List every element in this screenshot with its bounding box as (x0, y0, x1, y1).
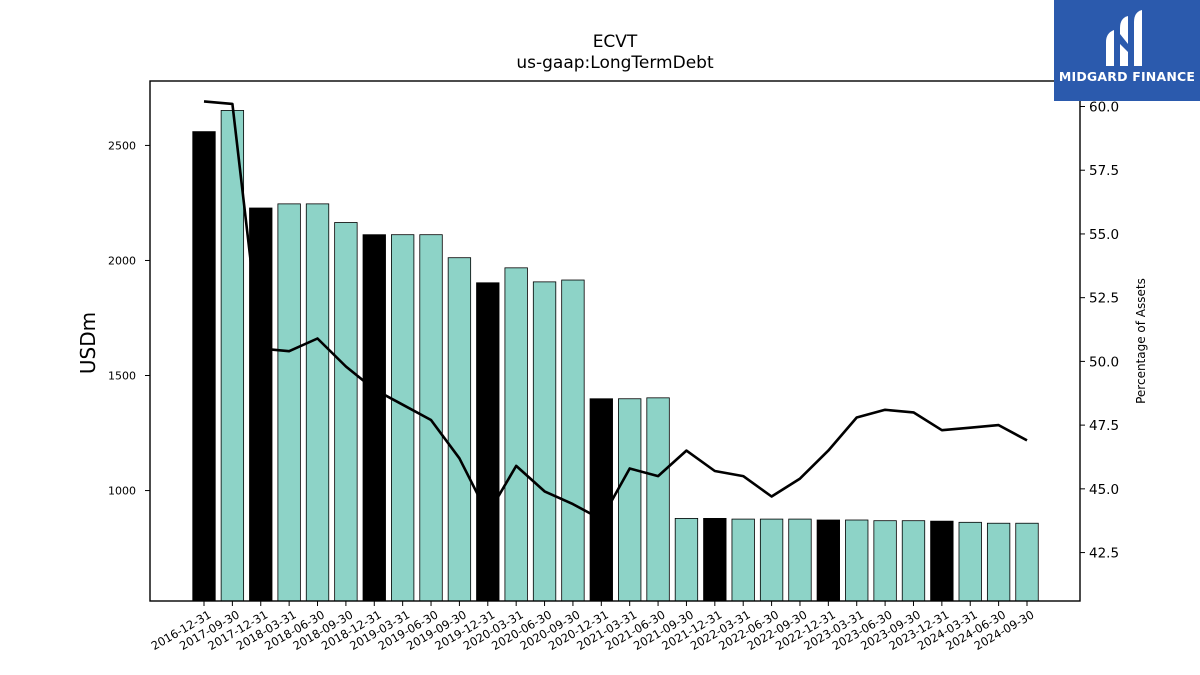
bar-2020-09-30 (561, 279, 585, 602)
bar-2017-12-31 (249, 207, 273, 602)
bar-2018-12-31 (362, 234, 386, 602)
bar-2023-06-30 (873, 520, 897, 602)
bar-2024-06-30 (986, 522, 1011, 602)
y2-tick-label-50.0: 50.0 (1089, 354, 1119, 370)
percentage-of-assets-line (203, 100, 1028, 521)
bar-2020-06-30 (532, 281, 557, 602)
bar-2019-09-30 (447, 257, 472, 602)
bar-2018-03-31 (277, 203, 301, 602)
bar-2018-09-30 (334, 222, 358, 602)
bar-2020-12-31 (589, 398, 613, 602)
bar-2021-12-31 (703, 517, 727, 602)
y-tick-label-2500: 2500 (108, 139, 136, 152)
bar-2019-03-31 (391, 234, 415, 602)
y-tick-label-1000: 1000 (108, 485, 136, 498)
y2-tick-label-57.5: 57.5 (1089, 163, 1119, 179)
bar-2023-12-31 (930, 520, 954, 602)
chart-subtitle: us-gaap:LongTermDebt (516, 53, 714, 73)
y-tick-label-2000: 2000 (108, 254, 136, 267)
bar-2021-03-31 (618, 398, 642, 602)
plot-frame (149, 80, 1081, 602)
bar-2022-09-30 (788, 518, 812, 602)
y2-tick-label-42.5: 42.5 (1089, 546, 1119, 562)
y2-tick-label-45.0: 45.0 (1089, 482, 1119, 498)
bar-2024-09-30 (1015, 522, 1039, 602)
y2-tick-label-55.0: 55.0 (1089, 227, 1119, 243)
bar-2019-06-30 (419, 234, 443, 602)
bar-2023-09-30 (901, 520, 926, 602)
brand-logo: MIDGARD FINANCE (1054, 0, 1200, 101)
bar-2022-03-31 (731, 518, 755, 602)
bar-2022-06-30 (759, 518, 784, 602)
bar-2016-12-31 (192, 131, 216, 602)
chart-title: ECVT (592, 32, 638, 52)
y-tick-label-1500: 1500 (108, 370, 136, 383)
bar-2017-09-30 (220, 110, 245, 602)
logo-mark-icon (1106, 10, 1142, 66)
y2-tick-label-47.5: 47.5 (1089, 418, 1119, 434)
y-axis-label: USDm (76, 312, 100, 374)
logo-text: MIDGARD FINANCE (1058, 69, 1196, 84)
y2-tick-label-60.0: 60.0 (1089, 99, 1119, 115)
bar-2021-06-30 (646, 397, 670, 602)
bar-2024-03-31 (958, 521, 982, 602)
bar-2022-12-31 (816, 519, 840, 602)
bar-2020-03-31 (504, 267, 528, 602)
bar-2021-09-30 (674, 517, 699, 602)
bar-2023-03-31 (845, 519, 869, 602)
y2-tick-label-52.5: 52.5 (1089, 291, 1119, 307)
bar-2018-06-30 (305, 203, 330, 602)
y2-axis-label: Percentage of Assets (1134, 278, 1148, 404)
bar-2019-12-31 (476, 282, 500, 602)
